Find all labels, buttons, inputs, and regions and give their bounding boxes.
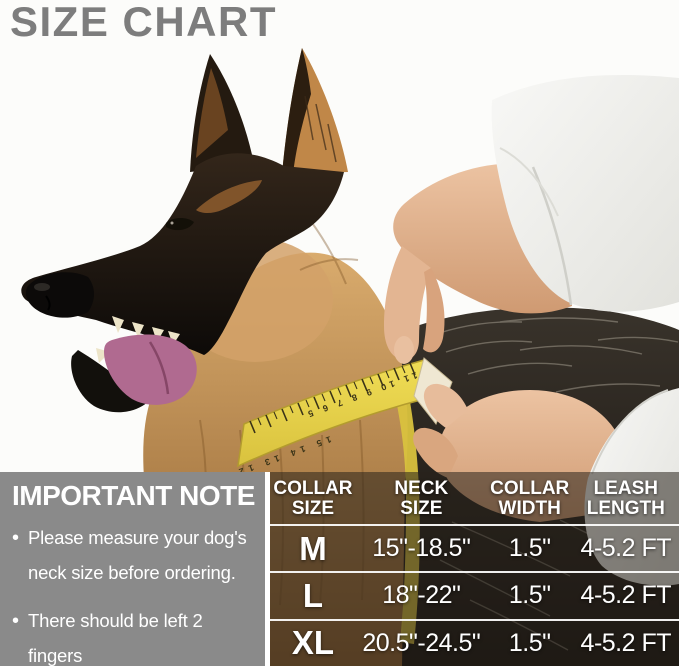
bullet-icon bbox=[12, 603, 28, 666]
note-text: There should be left 2 fingers gap betwe… bbox=[28, 610, 203, 666]
cell-neck: 18"-22" bbox=[382, 581, 461, 610]
important-note-panel: IMPORTANT NOTE Please measure your dog's… bbox=[0, 472, 265, 666]
note-text: Please measure your dog's neck size befo… bbox=[28, 527, 247, 583]
header-leash-length: LEASH LENGTH bbox=[586, 478, 665, 519]
cell-width: 1.5" bbox=[508, 581, 551, 610]
header-neck-size: NECK SIZE bbox=[394, 478, 449, 519]
bullet-icon bbox=[12, 520, 28, 590]
cell-width: 1.5" bbox=[508, 534, 551, 563]
table-row-xl: XL 20.5"-24.5" 1.5" 4-5.2 FT bbox=[270, 618, 679, 666]
cell-leash: 4-5.2 FT bbox=[580, 628, 672, 657]
tape-tick-marks bbox=[249, 362, 416, 434]
cell-size: XL bbox=[291, 624, 335, 662]
cell-neck: 20.5"-24.5" bbox=[362, 628, 481, 657]
note-list: Please measure your dog's neck size befo… bbox=[12, 520, 255, 666]
cell-width: 1.5" bbox=[508, 628, 551, 657]
note-item: Please measure your dog's neck size befo… bbox=[12, 520, 255, 590]
cell-leash: 4-5.2 FT bbox=[580, 581, 672, 610]
table-header-row: COLLAR SIZE NECK SIZE COLLAR WIDTH LEASH… bbox=[270, 472, 679, 524]
cell-size: L bbox=[302, 576, 324, 614]
dog-head bbox=[21, 153, 345, 413]
cell-size: M bbox=[299, 529, 327, 567]
note-item: There should be left 2 fingers gap betwe… bbox=[12, 603, 255, 666]
size-chart-table: COLLAR SIZE NECK SIZE COLLAR WIDTH LEASH… bbox=[265, 472, 679, 666]
cell-leash: 4-5.2 FT bbox=[580, 534, 672, 563]
table-row-m: M 15"-18.5" 1.5" 4-5.2 FT bbox=[270, 524, 679, 571]
note-heading: IMPORTANT NOTE bbox=[12, 480, 255, 511]
dog-tongue bbox=[104, 334, 197, 405]
page-title: SIZE CHART bbox=[10, 0, 277, 45]
header-collar-size: COLLAR SIZE bbox=[273, 478, 353, 519]
table-row-l: L 18"-22" 1.5" 4-5.2 FT bbox=[270, 571, 679, 618]
dog-ears bbox=[190, 48, 348, 174]
header-collar-width: COLLAR WIDTH bbox=[490, 478, 570, 519]
cell-neck: 15"-18.5" bbox=[372, 534, 471, 563]
